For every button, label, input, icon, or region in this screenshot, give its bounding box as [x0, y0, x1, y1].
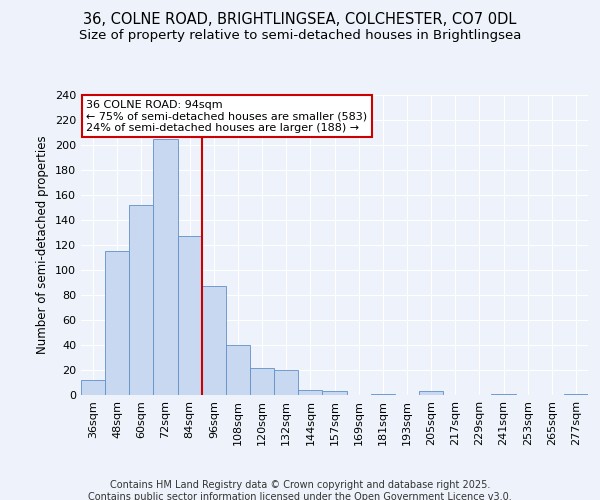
Bar — [81, 380, 105, 395]
Bar — [274, 370, 298, 395]
Bar — [419, 391, 443, 395]
Bar — [491, 394, 515, 395]
Bar — [250, 368, 274, 395]
Bar — [202, 286, 226, 395]
Y-axis label: Number of semi-detached properties: Number of semi-detached properties — [37, 136, 49, 354]
Text: 36, COLNE ROAD, BRIGHTLINGSEA, COLCHESTER, CO7 0DL: 36, COLNE ROAD, BRIGHTLINGSEA, COLCHESTE… — [83, 12, 517, 28]
Bar — [322, 391, 347, 395]
Bar — [564, 394, 588, 395]
Text: 36 COLNE ROAD: 94sqm
← 75% of semi-detached houses are smaller (583)
24% of semi: 36 COLNE ROAD: 94sqm ← 75% of semi-detac… — [86, 100, 367, 132]
Bar — [226, 345, 250, 395]
Bar — [105, 252, 129, 395]
Bar — [178, 236, 202, 395]
Bar — [371, 394, 395, 395]
Text: Size of property relative to semi-detached houses in Brightlingsea: Size of property relative to semi-detach… — [79, 29, 521, 42]
Bar — [298, 390, 322, 395]
Bar — [129, 205, 154, 395]
Text: Contains HM Land Registry data © Crown copyright and database right 2025.
Contai: Contains HM Land Registry data © Crown c… — [88, 480, 512, 500]
Bar — [154, 139, 178, 395]
